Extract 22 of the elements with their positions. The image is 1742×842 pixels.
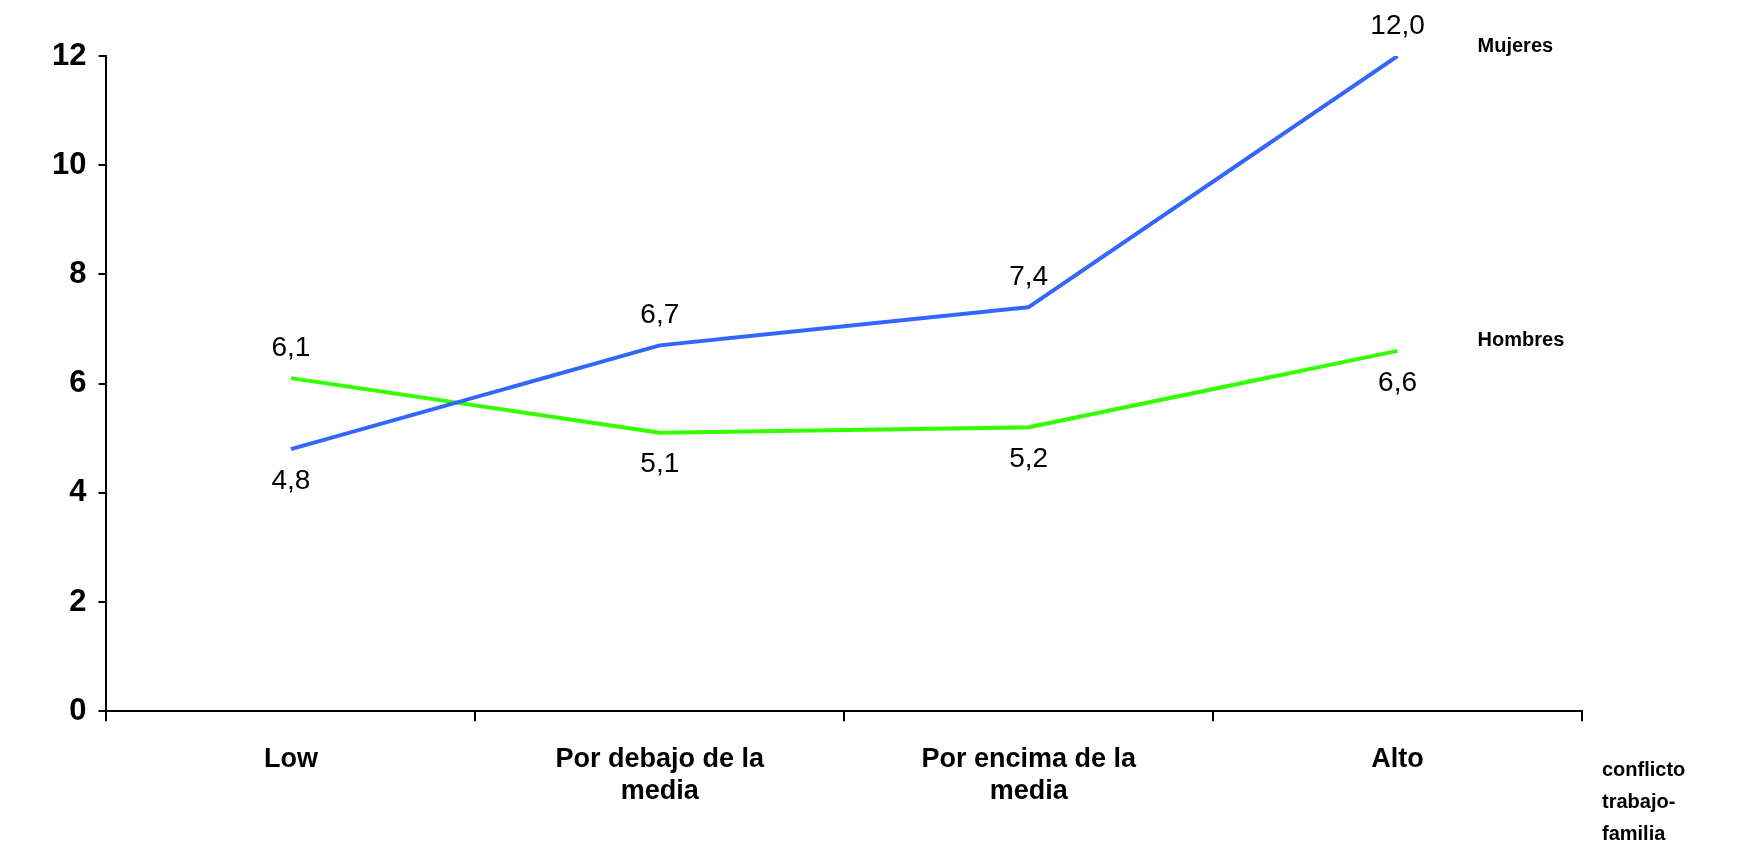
y-tick-label: 2	[69, 582, 87, 618]
y-tick-label: 10	[52, 145, 87, 181]
y-tick-label: 0	[69, 691, 87, 727]
data-label: 5,2	[1009, 442, 1049, 473]
x-tick-label: Por encima de la media	[921, 742, 1137, 806]
x-tick-label: Alto	[1371, 742, 1424, 773]
data-label: 5,1	[640, 447, 680, 479]
text: Mujeres	[1477, 33, 1554, 56]
x-tick-label: Por debajo de la media	[555, 742, 766, 806]
text: Hombres	[1477, 328, 1565, 351]
y-tick-label: 4	[69, 473, 88, 509]
y-tick-label: 12	[52, 36, 87, 72]
data-label: 6,7	[640, 298, 680, 330]
x-axis-title: conflicto trabajo-familia	[1602, 757, 1686, 842]
data-label: 7,4	[1009, 259, 1049, 291]
x-tick-label: Low	[263, 742, 319, 773]
y-tick-label: 8	[69, 254, 87, 290]
data-label: 12,0	[1370, 8, 1425, 40]
y-tick-label: 6	[69, 364, 87, 400]
data-label: 6,1	[271, 330, 311, 362]
data-label: 4,8	[271, 463, 311, 495]
data-label: 6,6	[1378, 365, 1418, 397]
